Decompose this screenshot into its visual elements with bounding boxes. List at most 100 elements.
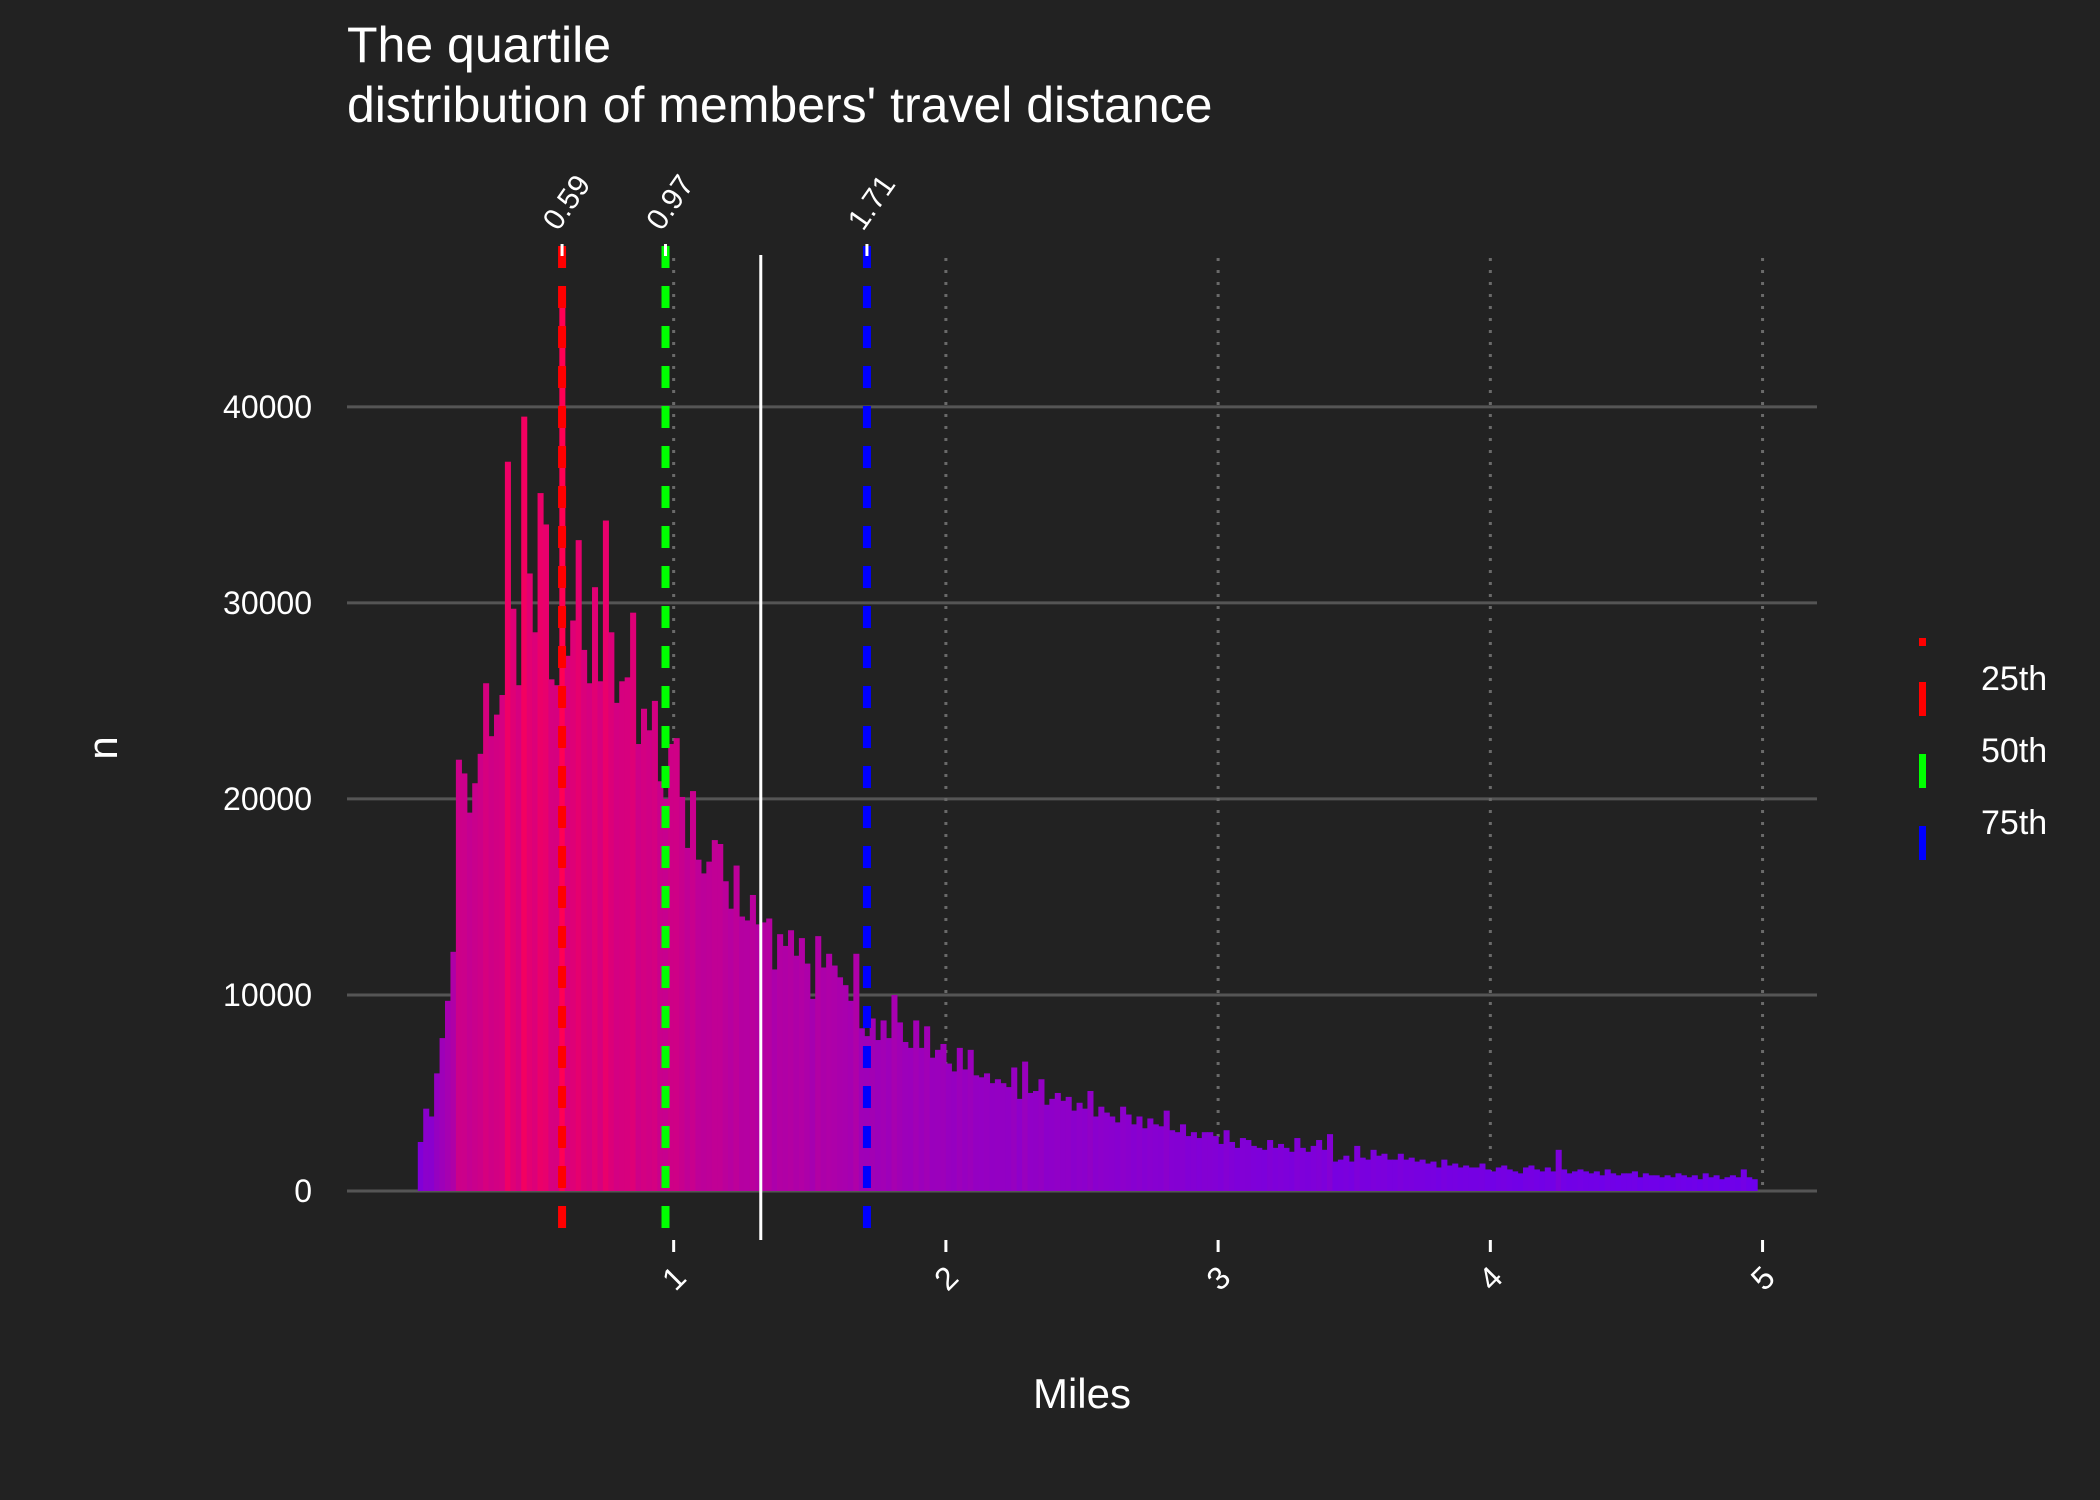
histogram-bar bbox=[733, 865, 740, 1191]
histogram-bar bbox=[842, 985, 849, 1191]
histogram-bar bbox=[1403, 1159, 1410, 1191]
histogram-bar bbox=[1033, 1091, 1040, 1191]
histogram-bar bbox=[989, 1083, 996, 1191]
histogram-bar bbox=[1501, 1165, 1508, 1191]
histogram-bar bbox=[1457, 1167, 1464, 1191]
histogram-bar bbox=[1239, 1138, 1246, 1191]
histogram-bar bbox=[1506, 1169, 1513, 1191]
histogram-bar bbox=[1272, 1147, 1279, 1191]
quartile-label: 1.71 bbox=[842, 169, 903, 236]
legend-label-25th: 25th bbox=[1981, 660, 2047, 698]
histogram-bar bbox=[1408, 1157, 1415, 1191]
histogram-bar bbox=[1125, 1114, 1132, 1191]
histogram-bar bbox=[1098, 1106, 1105, 1191]
histogram-bar bbox=[1212, 1136, 1219, 1191]
histogram-bar bbox=[1190, 1132, 1197, 1191]
histogram-bar bbox=[608, 632, 615, 1191]
histogram-bar bbox=[1092, 1116, 1099, 1191]
histogram-bar bbox=[935, 1049, 942, 1191]
histogram-bar bbox=[951, 1071, 958, 1191]
histogram-bar bbox=[581, 649, 588, 1191]
histogram-bar bbox=[1479, 1163, 1486, 1191]
histogram-bar bbox=[1207, 1132, 1214, 1191]
histogram-bar bbox=[956, 1047, 963, 1191]
histogram-bar bbox=[1076, 1102, 1083, 1191]
histogram-bar bbox=[1365, 1159, 1372, 1191]
histogram-bar bbox=[1512, 1171, 1519, 1191]
histogram-bar bbox=[417, 1141, 424, 1191]
histogram-bar bbox=[1648, 1175, 1655, 1191]
histogram-bar bbox=[1528, 1165, 1535, 1191]
histogram-bar bbox=[1185, 1136, 1192, 1191]
histogram-bar bbox=[1267, 1140, 1274, 1191]
histogram-bar bbox=[918, 1047, 925, 1191]
x-tick-label: 1 bbox=[655, 1259, 693, 1297]
histogram-bar bbox=[1136, 1116, 1143, 1191]
histogram-bar bbox=[1261, 1149, 1268, 1191]
histogram-bar bbox=[1550, 1171, 1557, 1191]
histogram-bar bbox=[1713, 1175, 1720, 1191]
histogram-bar bbox=[1310, 1145, 1317, 1191]
histogram-bar bbox=[1566, 1173, 1573, 1191]
histogram-bar bbox=[423, 1108, 430, 1191]
histogram-bar bbox=[586, 683, 593, 1191]
histogram-bar bbox=[847, 1000, 854, 1191]
histogram-bar bbox=[1697, 1179, 1704, 1191]
histogram-bar bbox=[1158, 1126, 1165, 1191]
histogram-bar bbox=[815, 936, 822, 1191]
histogram-bar bbox=[945, 1063, 952, 1191]
histogram-bar bbox=[679, 796, 686, 1191]
histogram-bar bbox=[1621, 1173, 1628, 1191]
histogram-bars bbox=[417, 293, 1758, 1191]
histogram-bar bbox=[1256, 1147, 1263, 1191]
histogram-bar bbox=[1604, 1169, 1611, 1191]
histogram-bar bbox=[1615, 1175, 1622, 1191]
histogram-bar bbox=[1572, 1171, 1579, 1191]
histogram-bar bbox=[597, 681, 604, 1191]
histogram-bar bbox=[1120, 1106, 1127, 1191]
histogram-bar bbox=[1000, 1083, 1007, 1191]
histogram-bar bbox=[1582, 1171, 1589, 1191]
histogram-bar bbox=[450, 951, 457, 1191]
histogram-bar bbox=[826, 953, 833, 1191]
histogram-bar bbox=[1005, 1087, 1012, 1191]
histogram-bar bbox=[1348, 1161, 1355, 1191]
histogram-bar bbox=[1555, 1149, 1562, 1191]
legend-key-fragment bbox=[1919, 638, 1926, 646]
histogram-bar bbox=[744, 920, 751, 1191]
histogram-bar bbox=[1702, 1173, 1709, 1191]
histogram-bar bbox=[1152, 1124, 1159, 1191]
histogram-bar bbox=[662, 798, 669, 1191]
histogram-bar bbox=[1381, 1153, 1388, 1191]
histogram-bar bbox=[1588, 1173, 1595, 1191]
histogram-bar bbox=[690, 791, 697, 1191]
histogram-bar bbox=[526, 573, 533, 1191]
histogram-bar bbox=[1354, 1145, 1361, 1191]
histogram-bar bbox=[684, 847, 691, 1191]
histogram-bar bbox=[749, 894, 756, 1191]
y-tick-label: 20000 bbox=[223, 781, 312, 817]
histogram-bar bbox=[1642, 1173, 1649, 1191]
histogram-bar bbox=[728, 908, 735, 1191]
histogram-bar bbox=[788, 930, 795, 1191]
histogram-bar bbox=[494, 714, 501, 1191]
histogram-bar bbox=[875, 1040, 882, 1191]
histogram-bar bbox=[510, 608, 517, 1191]
histogram-bar bbox=[902, 1042, 909, 1191]
histogram-bar bbox=[1288, 1151, 1295, 1191]
y-tick-label: 10000 bbox=[223, 977, 312, 1013]
histogram-bar bbox=[1463, 1165, 1470, 1191]
histogram-bar bbox=[1337, 1159, 1344, 1191]
x-axis-title: Miles bbox=[1033, 1370, 1131, 1417]
histogram-bar bbox=[1043, 1104, 1050, 1191]
histogram-bar bbox=[695, 859, 702, 1191]
histogram-bar bbox=[1631, 1171, 1638, 1191]
histogram-bar bbox=[1011, 1067, 1018, 1191]
histogram-bar bbox=[646, 730, 653, 1191]
histogram-bar bbox=[1675, 1173, 1682, 1191]
histogram-bar bbox=[543, 524, 550, 1191]
histogram-bar bbox=[1729, 1175, 1736, 1191]
histogram-bar bbox=[439, 1038, 446, 1191]
histogram-bar bbox=[537, 493, 544, 1191]
